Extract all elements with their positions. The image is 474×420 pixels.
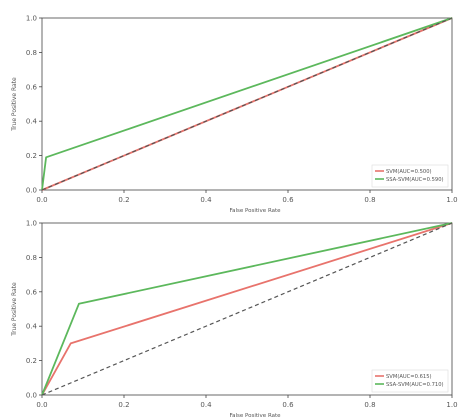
y-tick-label: 0.0 (26, 187, 37, 195)
series-line-1 (41, 222, 453, 396)
legend-box (371, 369, 449, 393)
y-tick-label: 0.0 (26, 392, 37, 400)
y-tick-label: 0.4 (26, 323, 38, 331)
x-tick-label: 0.0 (36, 196, 47, 204)
y-axis-label: True Positive Rate (11, 282, 18, 337)
y-tick-label: 0.6 (26, 288, 38, 296)
x-tick-label: 1.0 (446, 401, 457, 409)
y-tick-label: 0.8 (26, 49, 37, 57)
y-tick-label: 0.8 (26, 254, 37, 262)
y-tick-label: 0.6 (26, 83, 38, 91)
x-tick-label: 0.2 (118, 196, 129, 204)
y-tick-label: 0.4 (26, 118, 38, 126)
plot-frame (41, 17, 453, 191)
x-tick-label: 0.6 (282, 401, 294, 409)
legend-box (371, 164, 449, 188)
legend: SVM(AUC=0.500) SSA-SVM(AUC=0.590) (371, 164, 449, 188)
legend-entry: SVM(AUC=0.500) (386, 169, 432, 175)
y-tick-label: 1.0 (26, 220, 37, 228)
series-line-1 (41, 17, 453, 191)
legend: SVM(AUC=0.615) SSA-SVM(AUC=0.710) (371, 369, 449, 393)
roc-panel-1: 0.0 0.2 0.4 0.6 0.8 1.0 0.0 0.2 0.4 0.6 0.8 1.0 Fals… (11, 15, 458, 215)
y-axis-label: True Positive Rate (11, 77, 18, 132)
series-line-2 (41, 222, 453, 396)
legend-entry: SSA-SVM(AUC=0.590) (386, 177, 444, 183)
y-tick-label: 1.0 (26, 15, 37, 23)
x-tick-label: 0.4 (200, 401, 212, 409)
x-axis-label: False Positive Rate (229, 208, 281, 214)
y-tick-label: 0.2 (26, 357, 37, 365)
roc-panel-2: 0.0 0.2 0.4 0.6 0.8 1.0 0.0 0.2 0.4 0.6 0.8 1.0 Fals… (11, 220, 458, 420)
plot-frame (41, 222, 453, 396)
x-tick-label: 0.8 (364, 401, 375, 409)
legend-entry: SVM(AUC=0.615) (386, 374, 432, 380)
x-tick-label: 0.6 (282, 196, 294, 204)
x-tick-label: 0.8 (364, 196, 375, 204)
x-tick-label: 0.2 (118, 401, 129, 409)
series-line-2 (41, 17, 453, 191)
x-tick-label: 0.0 (36, 401, 47, 409)
x-tick-label: 0.4 (200, 196, 212, 204)
x-tick-label: 1.0 (446, 196, 457, 204)
legend-entry: SSA-SVM(AUC=0.710) (386, 382, 444, 388)
chance-diagonal-line (41, 222, 453, 396)
y-tick-label: 0.2 (26, 152, 37, 160)
x-axis-label: False Positive Rate (229, 413, 281, 419)
